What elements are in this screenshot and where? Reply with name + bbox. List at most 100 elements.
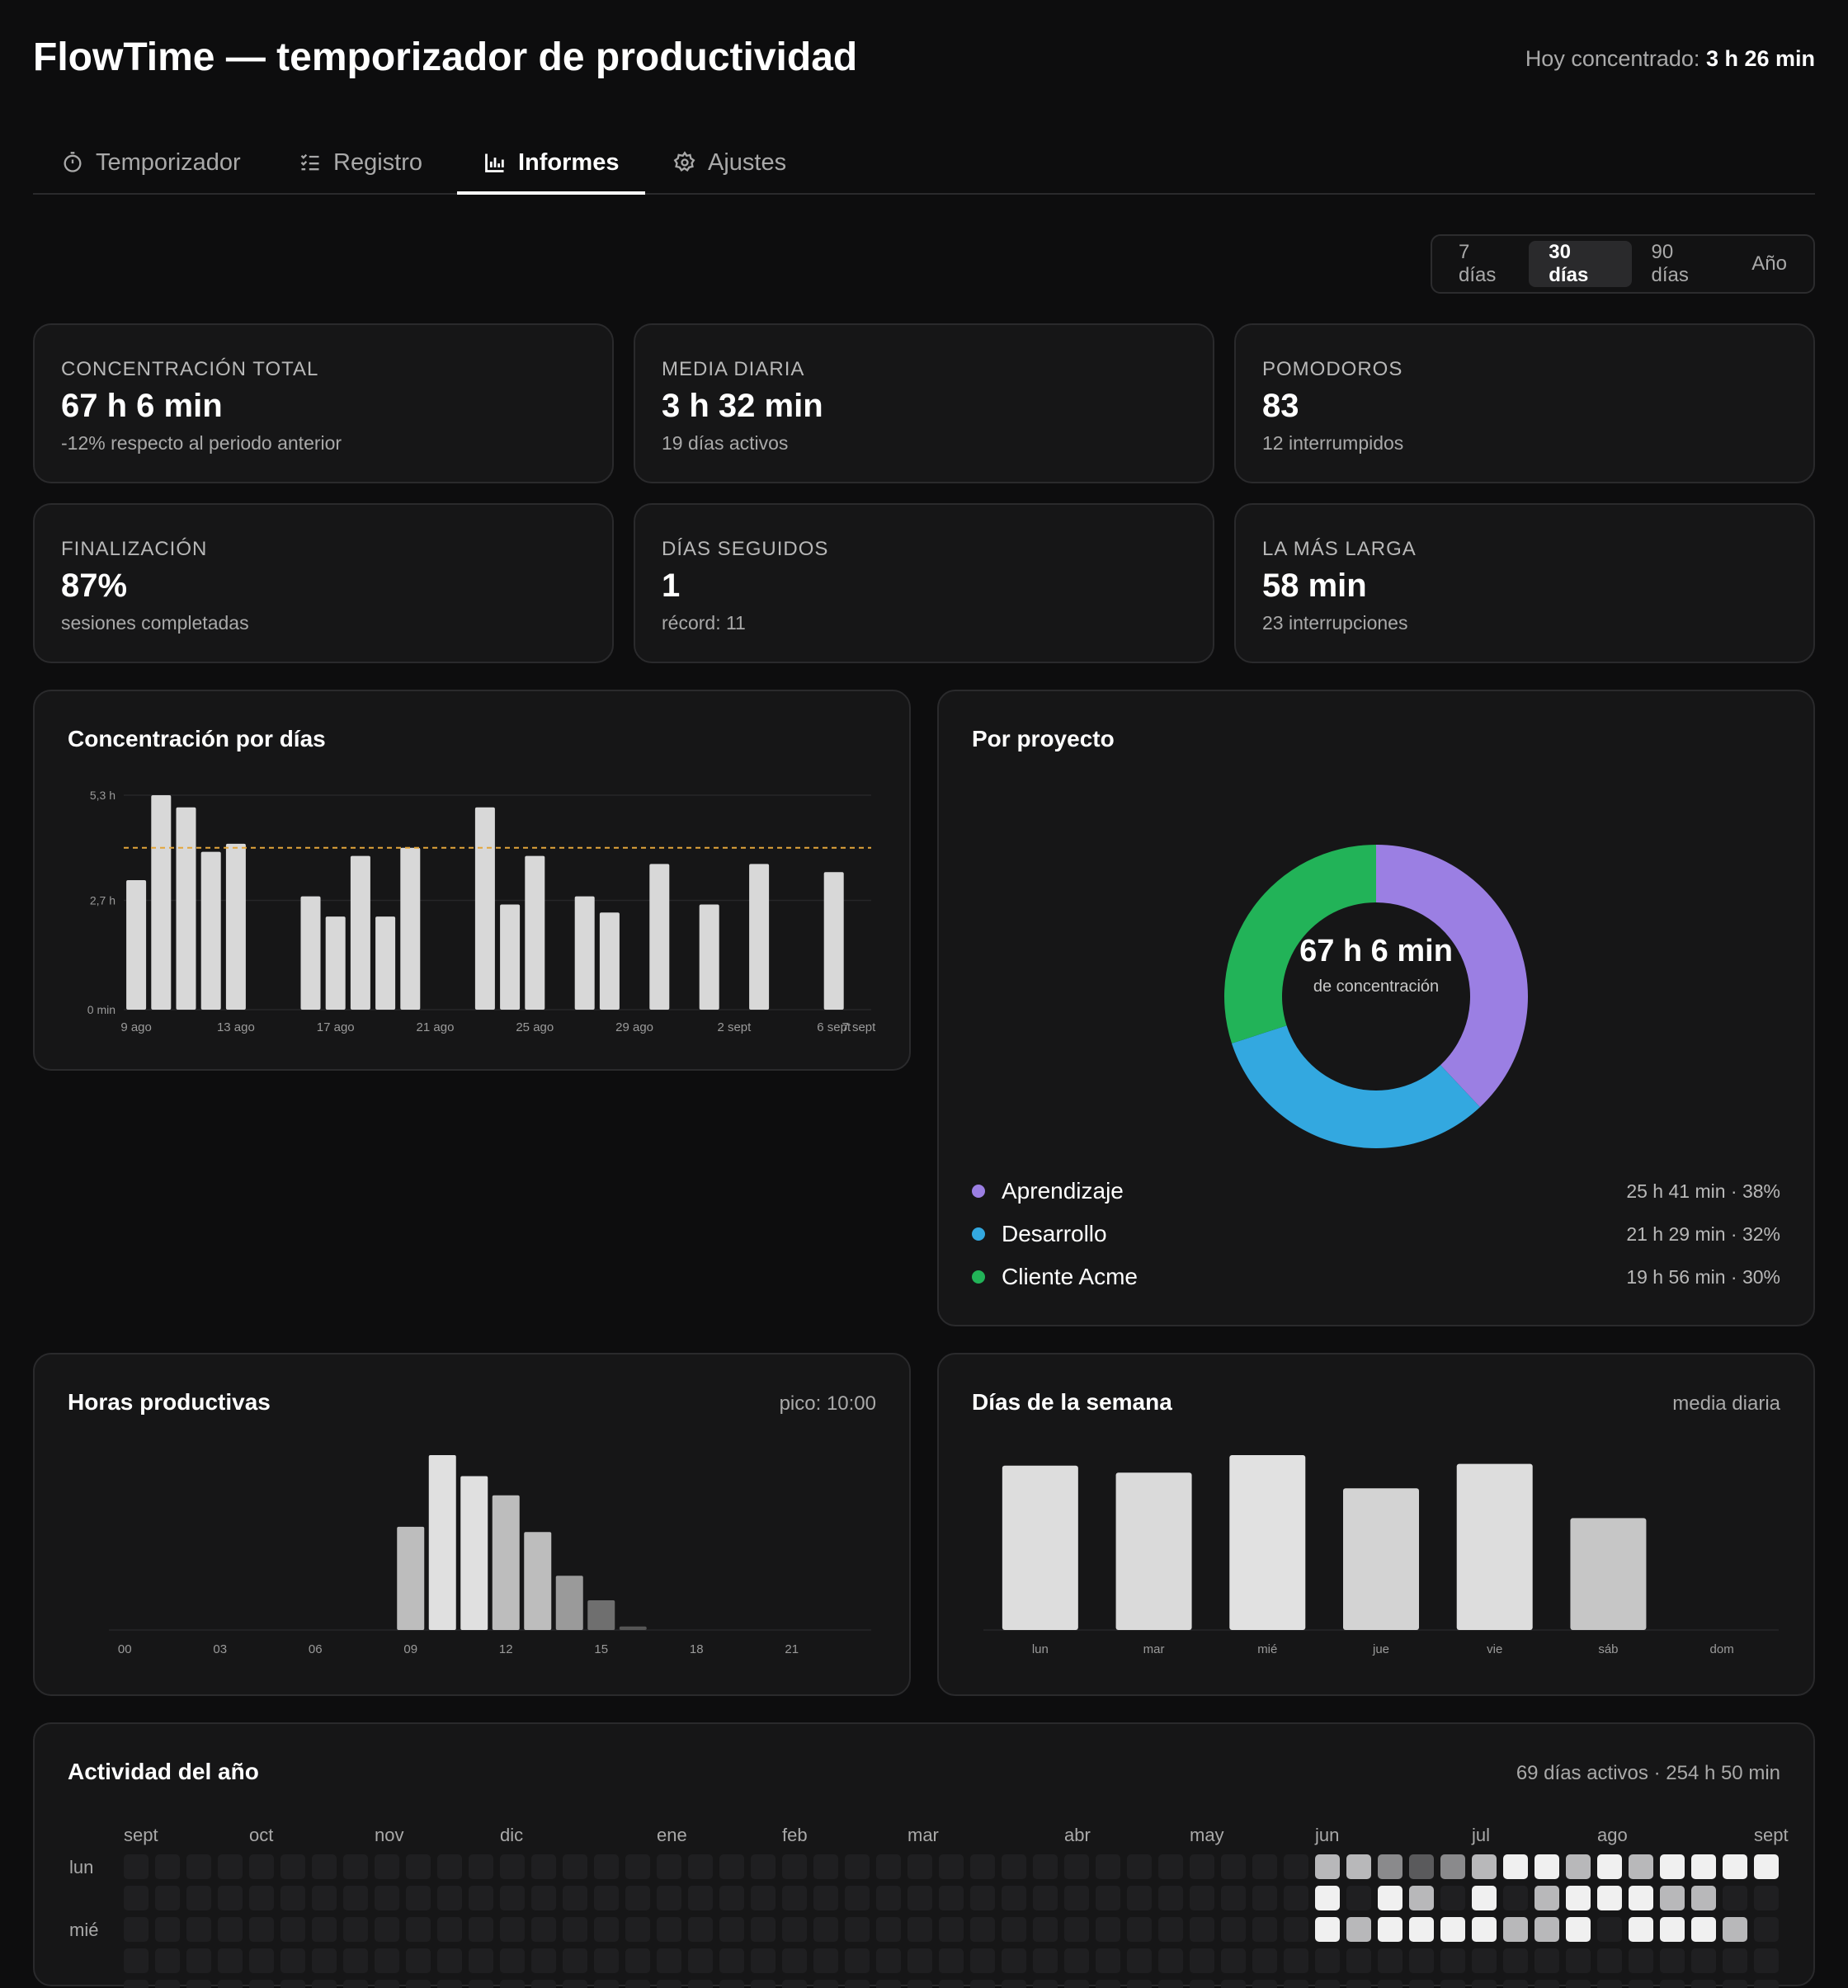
range-year[interactable]: Año [1751, 252, 1787, 275]
hour-bar [460, 1476, 488, 1630]
heatmap-cell [186, 1917, 211, 1942]
range-90-days[interactable]: 90 días [1651, 241, 1689, 286]
heatmap-cell [782, 1948, 807, 1973]
heatmap-cell [625, 1948, 650, 1973]
heatmap-cell [1096, 1980, 1120, 1988]
stat-label: FINALIZACIÓN [61, 538, 208, 560]
heatmap-cell [751, 1917, 776, 1942]
weekday-bar [1229, 1455, 1306, 1630]
heatmap-cell [124, 1854, 148, 1879]
daily-bar [176, 807, 196, 1010]
hour-bar [555, 1576, 583, 1630]
daily-bar [375, 916, 396, 1010]
heatmap-cell [876, 1854, 901, 1879]
heatmap-cell [312, 1948, 337, 1973]
daily-bar [225, 843, 246, 1010]
range-7-days[interactable]: 7 días [1459, 241, 1497, 286]
heatmap-cell [218, 1917, 243, 1942]
heatmap-cell [1629, 1854, 1653, 1879]
x-tick-label: mié [1257, 1642, 1277, 1656]
heatmap-cell [1158, 1917, 1183, 1942]
heatmap-cell [1127, 1948, 1152, 1973]
heatmap-cell [1378, 1854, 1402, 1879]
heatmap-cell [845, 1980, 870, 1988]
heatmap-cell [594, 1948, 619, 1973]
tab-informes[interactable]: Informes [456, 132, 647, 195]
hour-bar [492, 1495, 520, 1630]
x-tick-label: 25 ago [516, 1020, 554, 1034]
heatmap-cell [500, 1854, 525, 1879]
heatmap-cell [1346, 1917, 1371, 1942]
heatmap-cell [343, 1980, 368, 1988]
x-tick-label: sáb [1598, 1642, 1618, 1656]
stat-sub: récord: 11 [662, 612, 746, 634]
tab-temporizador[interactable]: Temporizador [61, 132, 241, 193]
productive-hours-chart: 00 03 06 09 12 15 18 21 [109, 1455, 871, 1656]
heatmap-cell [1691, 1854, 1716, 1879]
heatmap-cell [1127, 1854, 1152, 1879]
peak-note: pico: 10:00 [779, 1392, 876, 1415]
heatmap-cell [970, 1948, 995, 1973]
legend-dot [972, 1185, 985, 1198]
heatmap-cell [751, 1854, 776, 1879]
heatmap-cell [1284, 1980, 1308, 1988]
y-tick-label: 0 min [87, 1003, 116, 1016]
daily-bar [823, 872, 844, 1010]
today-summary: Hoy concentrado: 3 h 26 min [1525, 46, 1815, 72]
stat-label: CONCENTRACIÓN TOTAL [61, 358, 319, 380]
heatmap-cell [657, 1980, 681, 1988]
daily-bar [474, 807, 495, 1010]
weekdays-chart: lun mar mié jue vie sáb dom [983, 1455, 1779, 1656]
daily-bar [151, 795, 172, 1010]
heatmap-cell [876, 1948, 901, 1973]
heatmap-cell [1315, 1917, 1340, 1942]
heatmap-cell [124, 1886, 148, 1910]
heatmap-cell [249, 1980, 274, 1988]
range-30-days[interactable]: 30 días [1529, 241, 1632, 287]
heatmap-cell [594, 1917, 619, 1942]
stat-label: LA MÁS LARGA [1262, 538, 1417, 560]
heatmap-cell [1002, 1980, 1026, 1988]
heatmap-cell [1691, 1980, 1716, 1988]
x-tick-label: 13 ago [217, 1020, 255, 1034]
heatmap-cell [249, 1948, 274, 1973]
heatmap-cell [751, 1948, 776, 1973]
heatmap-cell [563, 1886, 587, 1910]
heatmap-cell [1691, 1917, 1716, 1942]
heatmap-cell [782, 1854, 807, 1879]
heatmap-cell [1033, 1980, 1058, 1988]
heatmap-cell [1723, 1948, 1747, 1973]
heatmap-cell [1472, 1948, 1497, 1973]
heatmap-cell [1691, 1886, 1716, 1910]
tab-registro[interactable]: Registro [299, 132, 422, 193]
hour-bar [587, 1599, 615, 1630]
heatmap-cell [625, 1886, 650, 1910]
stat-label: DÍAS SEGUIDOS [662, 538, 829, 560]
heatmap-cell [719, 1886, 744, 1910]
donut-slice-desarrollo [1232, 1025, 1480, 1148]
heatmap-cell [437, 1854, 462, 1879]
heatmap-cell [312, 1854, 337, 1879]
stat-pomodoros: POMODOROS 83 12 interrumpidos [1234, 323, 1815, 483]
heatmap-cell [437, 1886, 462, 1910]
project-card: Por proyecto 67 h 6 min de concentración… [937, 690, 1815, 1326]
x-tick-label: 21 [785, 1642, 799, 1656]
heatmap-cell [1346, 1980, 1371, 1988]
heatmap-cell [1660, 1917, 1685, 1942]
daily-bar [400, 847, 421, 1010]
heatmap-cell [1221, 1886, 1246, 1910]
heatmap-cell [1346, 1854, 1371, 1879]
tab-ajustes[interactable]: Ajustes [673, 132, 786, 193]
stat-total-focus: CONCENTRACIÓN TOTAL 67 h 6 min -12% resp… [33, 323, 614, 483]
heatmap-cell [845, 1948, 870, 1973]
heatmap-cell [1691, 1948, 1716, 1973]
heatmap-cell [1252, 1948, 1277, 1973]
heatmap-cell [876, 1886, 901, 1910]
heatmap-cell [1221, 1917, 1246, 1942]
heatmap-cell [813, 1854, 838, 1879]
legend-dot [972, 1270, 985, 1284]
heatmap-cell [1660, 1886, 1685, 1910]
weekday-bar [1115, 1472, 1192, 1630]
heatmap-cell [343, 1917, 368, 1942]
activity-note: 69 días activos · 254 h 50 min [1516, 1762, 1780, 1784]
